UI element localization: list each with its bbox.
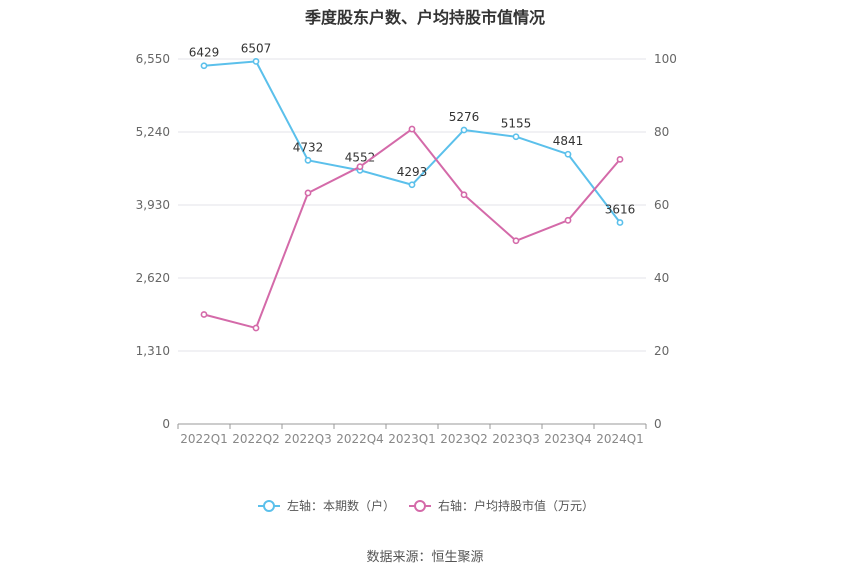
- x-tick-label: 2023Q1: [388, 432, 436, 446]
- grid-lines: [178, 58, 646, 352]
- data-point: [408, 125, 416, 133]
- data-point: [564, 150, 572, 158]
- left-tick-label: 6,550: [136, 52, 170, 66]
- chart-title: 季度股东户数、户均持股市值情况: [304, 8, 545, 27]
- data-label: 6507: [241, 41, 272, 55]
- legend-label: 左轴：本期数（户）: [287, 498, 395, 513]
- right-tick-label: 100: [654, 52, 677, 66]
- right-tick-label: 20: [654, 344, 669, 358]
- left-tick-label: 0: [162, 417, 170, 431]
- data-point: [408, 181, 416, 189]
- data-point: [460, 126, 468, 134]
- left-tick-label: 3,930: [136, 198, 170, 212]
- legend: 左轴：本期数（户） 右轴：户均持股市值（万元）: [258, 498, 594, 513]
- data-label: 4293: [397, 165, 428, 179]
- source-note: 数据来源：恒生聚源: [366, 550, 484, 565]
- data-label: 6429: [189, 46, 220, 60]
- data-point: [252, 324, 260, 332]
- x-tick-label: 2024Q1: [596, 432, 644, 446]
- x-tick-label: 2022Q1: [180, 432, 228, 446]
- data-point: [512, 237, 520, 245]
- data-label: 4841: [553, 134, 584, 148]
- data-point: [200, 62, 208, 70]
- data-point: [304, 189, 312, 197]
- data-label: 3616: [605, 202, 636, 216]
- legend-label: 右轴：户均持股市值（万元）: [438, 498, 594, 513]
- legend-swatch-marker: [263, 500, 275, 512]
- data-point: [252, 57, 260, 65]
- x-tick-label: 2023Q2: [440, 432, 488, 446]
- series-line: [203, 128, 621, 330]
- axes: 0 1,310 2,620 3,930 5,240 6,550 0 20 40 60 80 100 20…: [136, 52, 677, 446]
- series: 6429 6507 4732 4552 4293 5276 5155 4841 3616: [189, 41, 636, 332]
- right-tick-label: 80: [654, 125, 669, 139]
- data-point: [356, 163, 364, 171]
- left-tick-label: 2,620: [136, 271, 170, 285]
- data-label: 5276: [449, 110, 480, 124]
- data-label: 5155: [501, 117, 532, 131]
- left-tick-label: 1,310: [136, 344, 170, 358]
- data-point: [200, 311, 208, 318]
- legend-swatch-marker: [414, 500, 426, 512]
- data-point: [616, 219, 624, 226]
- right-tick-label: 60: [654, 198, 669, 212]
- data-label: 4552: [345, 150, 376, 164]
- right-tick-label: 40: [654, 271, 669, 285]
- x-tick-label: 2023Q4: [544, 432, 592, 446]
- data-label: 4732: [293, 140, 324, 154]
- data-point: [304, 156, 312, 164]
- x-tick-label: 2022Q4: [336, 432, 384, 446]
- data-point: [564, 216, 572, 224]
- x-tick-label: 2023Q3: [492, 432, 540, 446]
- data-point: [460, 191, 468, 199]
- left-tick-label: 5,240: [136, 125, 170, 139]
- data-point: [512, 133, 520, 141]
- data-point: [616, 155, 624, 163]
- right-tick-label: 0: [654, 417, 662, 431]
- x-tick-label: 2022Q2: [232, 432, 280, 446]
- x-tick-label: 2022Q3: [284, 432, 332, 446]
